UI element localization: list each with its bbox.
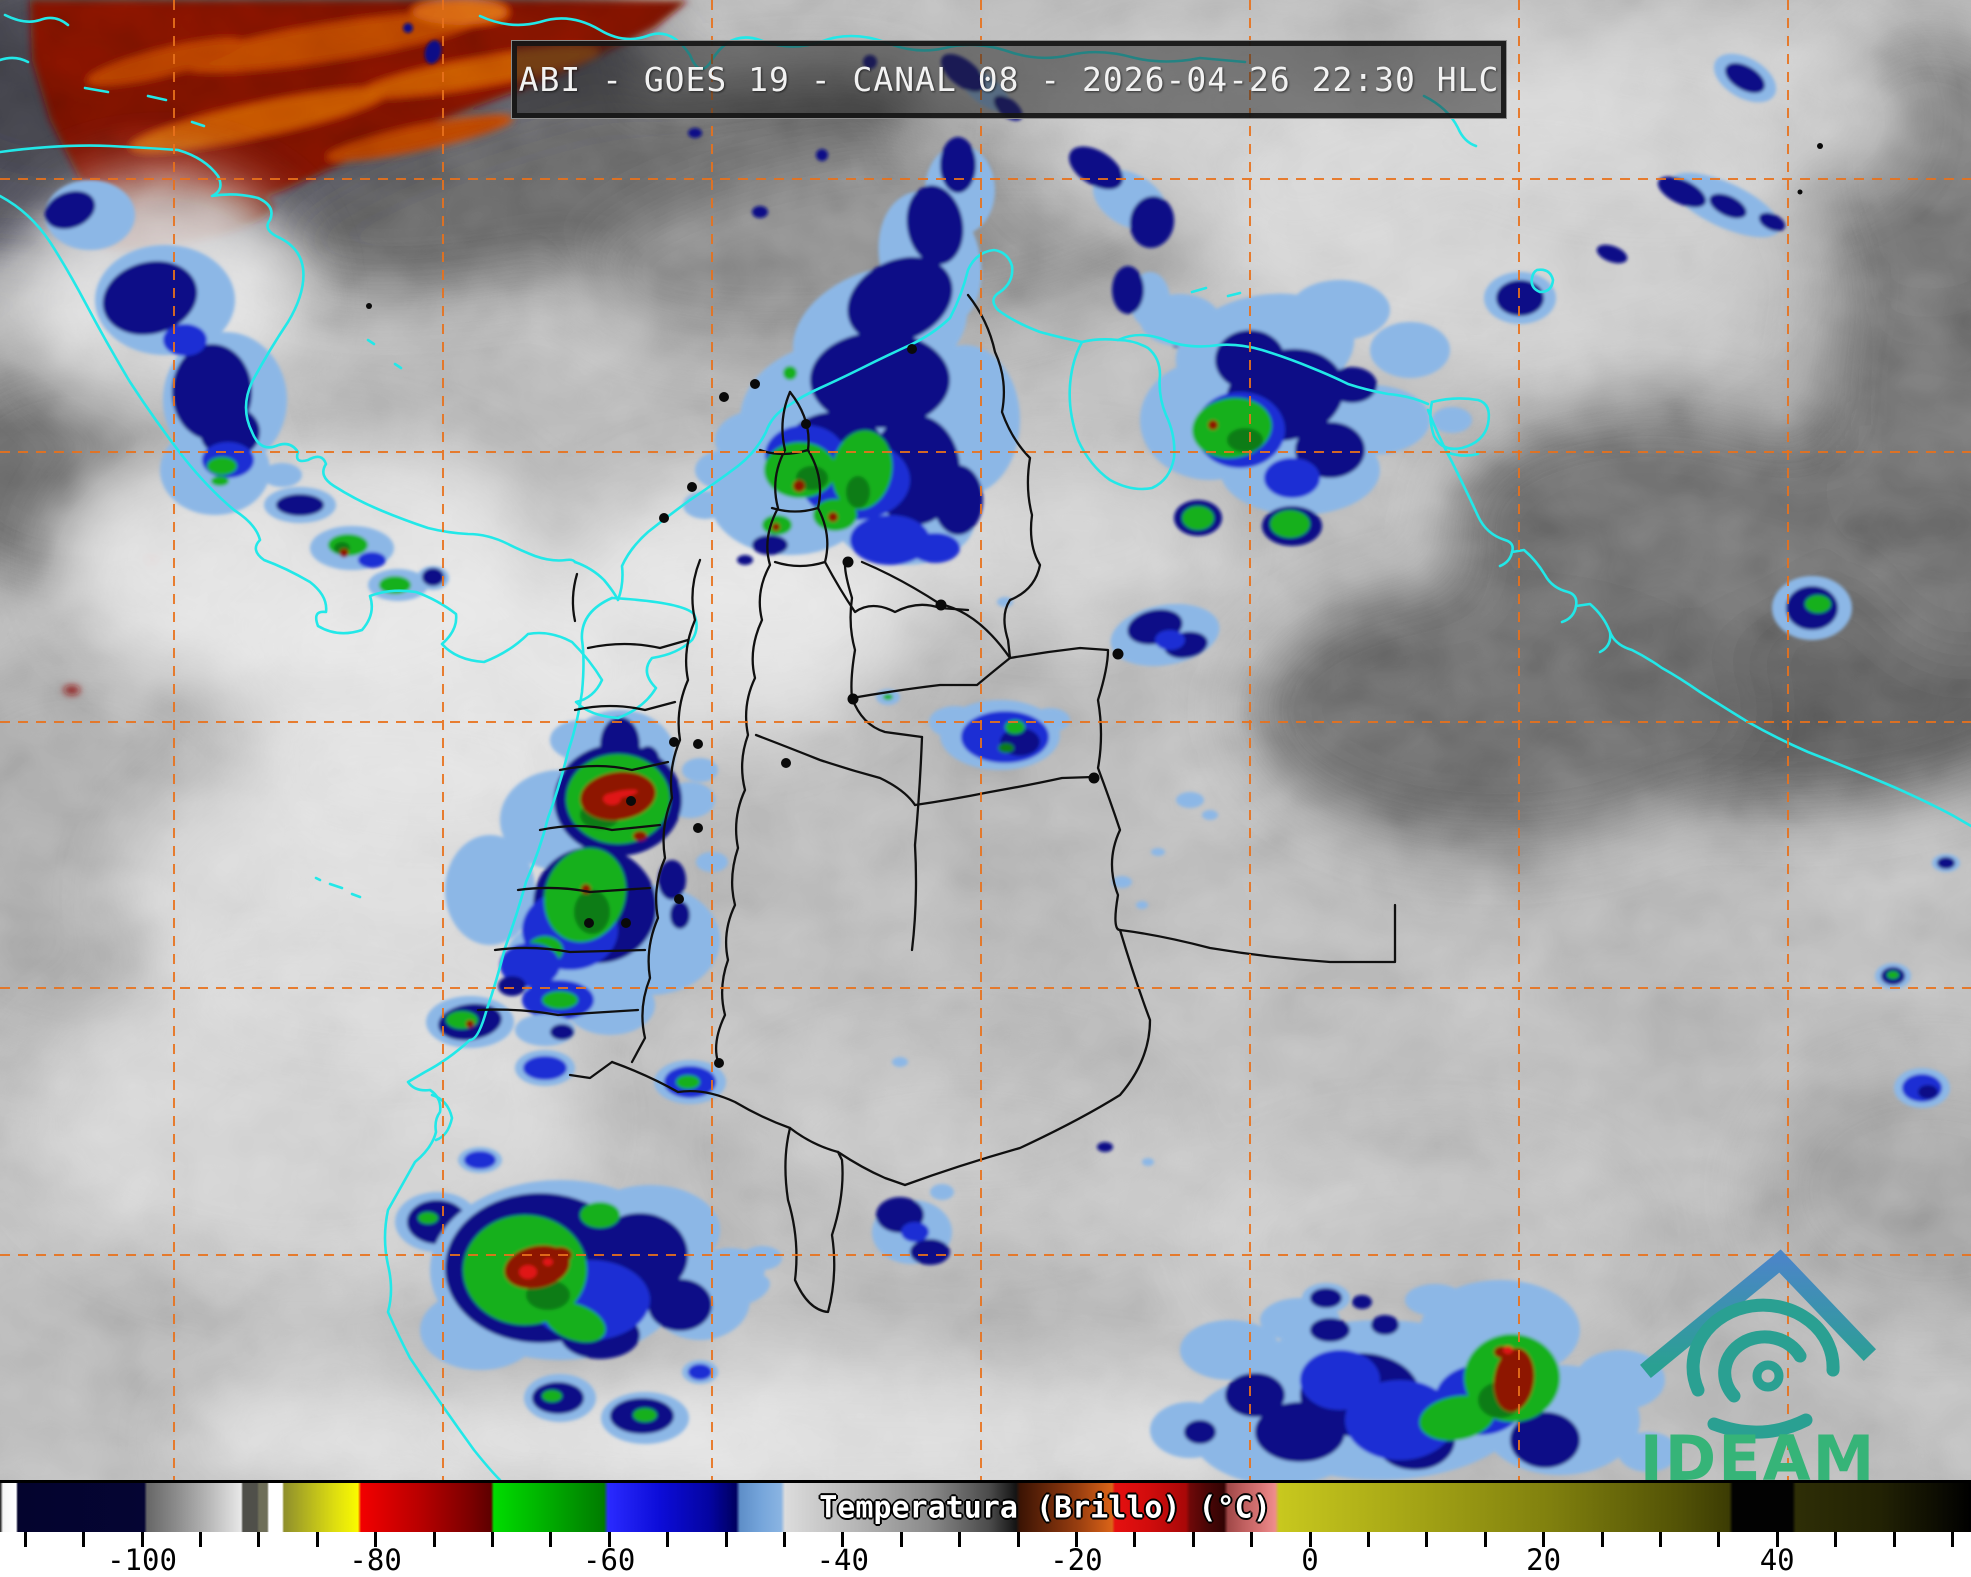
coast-central-america-pacific (0, 194, 698, 720)
ideam-logo: IDEAM (1640, 1249, 1877, 1488)
coast-colombia-pacific (383, 596, 614, 1480)
island-curacao-ring (1530, 268, 1555, 294)
colorbar-tick (1074, 1532, 1078, 1547)
colorbar-tick (899, 1532, 903, 1547)
colorbar-tick (432, 1532, 436, 1547)
colorbar-tick (315, 1532, 319, 1547)
colorbar-tick (257, 1532, 261, 1547)
ideam-roof-icon (1640, 1249, 1877, 1378)
colorbar-tick (958, 1532, 962, 1547)
colorbar-tick (1308, 1532, 1312, 1547)
islands-galapagos (314, 876, 362, 899)
colorbar-tick-label: -60 (582, 1543, 636, 1577)
colorbar-tick (1775, 1532, 1779, 1547)
colorbar-tick (1892, 1532, 1896, 1547)
convective-cells (44, 23, 1960, 1480)
cell-guaviare (929, 700, 1070, 770)
colorbar-label: Temperatura (Brillo) (°C) (819, 1490, 1271, 1525)
islands-san-andres (366, 338, 403, 370)
cell-llanos (876, 597, 1220, 705)
title-bar: ABI - GOES 19 - CANAL 08 - 2026-04-26 22… (511, 40, 1507, 119)
colorbar-tick (1483, 1532, 1487, 1547)
colorbar-tick (1834, 1532, 1838, 1547)
colorbar-tick (1250, 1532, 1254, 1547)
satellite-map (0, 0, 1971, 1480)
cell-cluster-north-colombia (683, 137, 1020, 565)
colorbar-tick-label: -20 (1050, 1543, 1103, 1577)
colorbar-tick (490, 1532, 494, 1547)
colorbar-gradient-strip: Temperatura (Brillo) (°C) (0, 1480, 1971, 1532)
colorbar-tick (1600, 1532, 1604, 1547)
coast-orinoco-hooks (1498, 550, 1612, 654)
colorbar-tick (1366, 1532, 1370, 1547)
colorbar-tick (607, 1532, 611, 1547)
colorbar-tick (1542, 1532, 1546, 1547)
colorbar-tick (549, 1532, 553, 1547)
colorbar-tick (1950, 1532, 1954, 1547)
coast-colombia-caribbean (573, 248, 1084, 602)
colorbar-tick-label: -40 (816, 1543, 869, 1577)
title-text: ABI - GOES 19 - CANAL 08 - 2026-04-26 22… (518, 60, 1500, 99)
colorbar-axis: -100 -80 -60 -40 -20 0 20 40 (0, 1532, 1971, 1577)
colorbar-tick (198, 1532, 202, 1547)
colorbar-tick (666, 1532, 670, 1547)
ideam-wordmark: IDEAM (1640, 1422, 1877, 1488)
cell-cluster-nw (44, 180, 287, 515)
coast-guyana (1426, 408, 1971, 828)
colorbar-tick-label: -80 (349, 1543, 402, 1577)
cell-cluster-pacific-mcs (420, 1180, 782, 1444)
cell-cluster-southwest (426, 996, 726, 1173)
colorbar-tick (724, 1532, 728, 1547)
colorbar-tick (1717, 1532, 1721, 1547)
colorbar-tick (1191, 1532, 1195, 1547)
latlon-gridlines (0, 0, 1971, 1480)
colorbar-tick (23, 1532, 27, 1547)
colorbar-tick (1658, 1532, 1662, 1547)
temperature-colorbar: Temperatura (Brillo) (°C) -100 -80 -60 -40-… (0, 1480, 1971, 1577)
colorbar-tick (1425, 1532, 1429, 1547)
colorbar-tick (782, 1532, 786, 1547)
colorbar-tick-label: 40 (1759, 1543, 1795, 1577)
colorbar-tick (1133, 1532, 1137, 1547)
colorbar-tick (841, 1532, 845, 1547)
colorbar-tick-label: 20 (1526, 1543, 1562, 1577)
coast-lake-maracaibo (1068, 338, 1176, 491)
political-borders (476, 293, 1397, 1314)
cells-right-edge (892, 53, 1960, 1108)
colorbar-tick-label: -100 (107, 1543, 177, 1577)
colorbar-tick (1016, 1532, 1020, 1547)
colorbar-tick-label: 0 (1301, 1543, 1319, 1577)
city-dots (366, 143, 1823, 1068)
colorbar-tick (140, 1532, 144, 1547)
cell-cluster-andes (445, 710, 728, 1046)
colorbar-tick (82, 1532, 86, 1547)
colorbar-tick (374, 1532, 378, 1547)
cell-cluster-south-center (872, 1142, 1154, 1265)
ideam-spiral-icon (1686, 1298, 1840, 1439)
islands-top-left (0, 13, 206, 128)
coast-central-america-north (0, 144, 577, 564)
coast-venezuela (1116, 333, 1430, 406)
